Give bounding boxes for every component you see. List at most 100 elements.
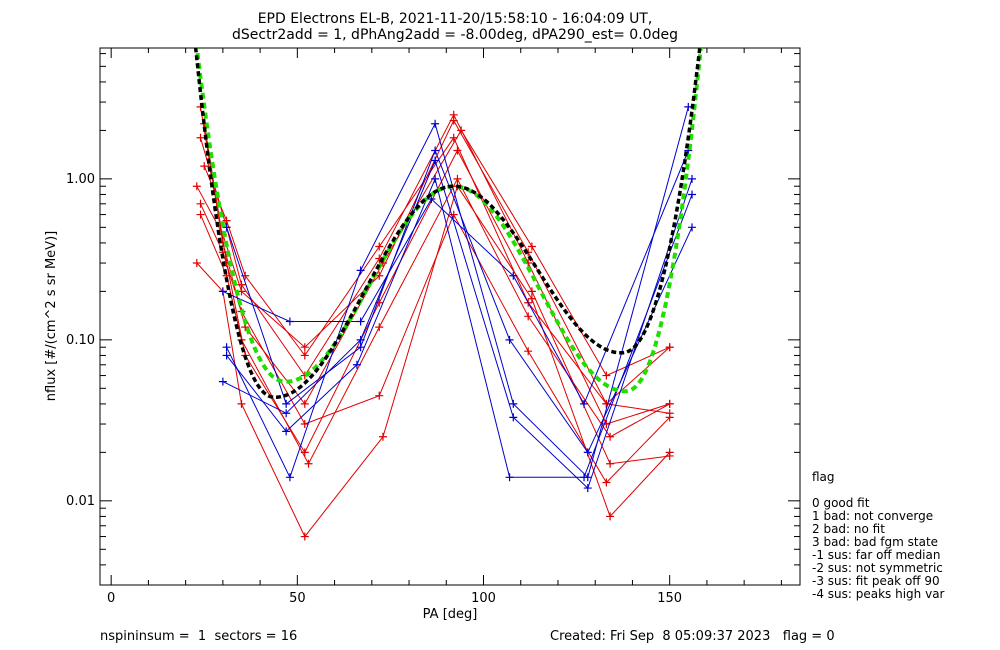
series-line-9 — [222, 159, 693, 490]
data-point — [583, 484, 592, 493]
data-point — [196, 133, 205, 142]
data-point — [375, 391, 384, 400]
x-axis-label: PA [deg] — [423, 607, 478, 622]
legend-entry: -1 sus: far off median — [812, 548, 940, 562]
data-point — [200, 162, 209, 171]
data-point — [431, 156, 440, 165]
data-point — [300, 351, 309, 360]
data-point — [665, 343, 674, 352]
data-point — [509, 271, 518, 280]
series-line-12 — [226, 149, 693, 454]
chart-title-line2: dSectr2add = 1, dPhAng2add = -8.00deg, d… — [232, 27, 678, 43]
data-point — [583, 448, 592, 457]
footer-left: nspininsum = 1 sectors = 16 — [100, 629, 297, 644]
data-point — [218, 377, 227, 386]
fit-curve-green — [194, 48, 703, 394]
data-point — [237, 399, 246, 408]
data-point — [580, 473, 589, 482]
data-point — [453, 146, 462, 155]
x-tick-label: 50 — [289, 591, 306, 606]
data-point — [285, 473, 294, 482]
data-point — [688, 174, 697, 183]
data-point — [505, 335, 514, 344]
x-tick-label: 150 — [657, 591, 682, 606]
data-point — [457, 126, 466, 135]
y-axis-label: nflux [#/(cm^2 s sr MeV)] — [44, 231, 59, 401]
data-point — [509, 413, 518, 422]
data-point — [356, 317, 365, 326]
data-point — [300, 399, 309, 408]
legend-entry: 2 bad: no fit — [812, 522, 885, 536]
data-point — [285, 317, 294, 326]
data-point — [602, 399, 611, 408]
data-point — [300, 420, 309, 429]
data-point — [282, 399, 291, 408]
data-point — [352, 360, 361, 369]
x-tick-label: 0 — [107, 591, 115, 606]
data-point — [196, 210, 205, 219]
series-line-10 — [226, 177, 693, 478]
data-point — [222, 343, 231, 352]
data-point — [580, 399, 589, 408]
legend-entry: -3 sus: fit peak off 90 — [812, 574, 940, 588]
data-point — [449, 110, 458, 119]
data-point — [304, 459, 313, 468]
data-point — [378, 432, 387, 441]
data-point — [192, 182, 201, 191]
legend-entry: 0 good fit — [812, 496, 870, 510]
data-point — [524, 312, 533, 321]
data-point — [222, 351, 231, 360]
data-point — [524, 347, 533, 356]
data-point — [431, 146, 440, 155]
data-point — [505, 473, 514, 482]
x-tick-label: 100 — [471, 591, 496, 606]
data-point — [665, 399, 674, 408]
data-point — [431, 174, 440, 183]
data-point — [602, 371, 611, 380]
data-point — [527, 294, 536, 303]
data-point — [606, 432, 615, 441]
fit-curve-black — [193, 48, 702, 399]
data-point — [527, 287, 536, 296]
data-point — [282, 427, 291, 436]
y-tick-label: 1.00 — [66, 172, 95, 187]
chart-title-line1: EPD Electrons EL-B, 2021-11-20/15:58:10 … — [258, 11, 653, 27]
data-point — [602, 478, 611, 487]
data-point — [237, 280, 246, 289]
y-tick-label: 0.10 — [66, 333, 95, 348]
series-line-2 — [203, 123, 670, 465]
legend-title: flag — [812, 470, 835, 484]
data-point — [222, 223, 231, 232]
data-point — [431, 119, 440, 128]
series-line-6 — [200, 177, 670, 465]
data-point — [606, 459, 615, 468]
data-point — [300, 532, 309, 541]
data-point — [300, 343, 309, 352]
data-point — [665, 448, 674, 457]
series-line-3 — [196, 185, 671, 538]
footer-right: Created: Fri Sep 8 05:09:37 2023 flag = … — [550, 629, 835, 644]
data-point — [509, 399, 518, 408]
data-point — [688, 223, 697, 232]
data-point — [218, 287, 227, 296]
plot-frame — [99, 47, 801, 586]
data-point — [356, 266, 365, 275]
data-point — [453, 174, 462, 183]
data-point — [356, 343, 365, 352]
data-point — [527, 242, 536, 251]
legend-entry: 3 bad: bad fgm state — [812, 535, 938, 549]
legend-entry: 1 bad: not converge — [812, 509, 933, 523]
y-tick-label: 0.01 — [66, 494, 95, 509]
data-point — [375, 323, 384, 332]
legend-entry: -2 sus: not symmetric — [812, 561, 943, 575]
data-point — [192, 259, 201, 268]
data-point — [665, 413, 674, 422]
data-point — [375, 298, 384, 307]
data-point — [688, 190, 697, 199]
data-point — [375, 242, 384, 251]
data-point — [606, 512, 615, 521]
data-point — [282, 409, 291, 418]
data-point — [196, 199, 205, 208]
legend-entry: -4 sus: peaks high var — [812, 587, 945, 601]
